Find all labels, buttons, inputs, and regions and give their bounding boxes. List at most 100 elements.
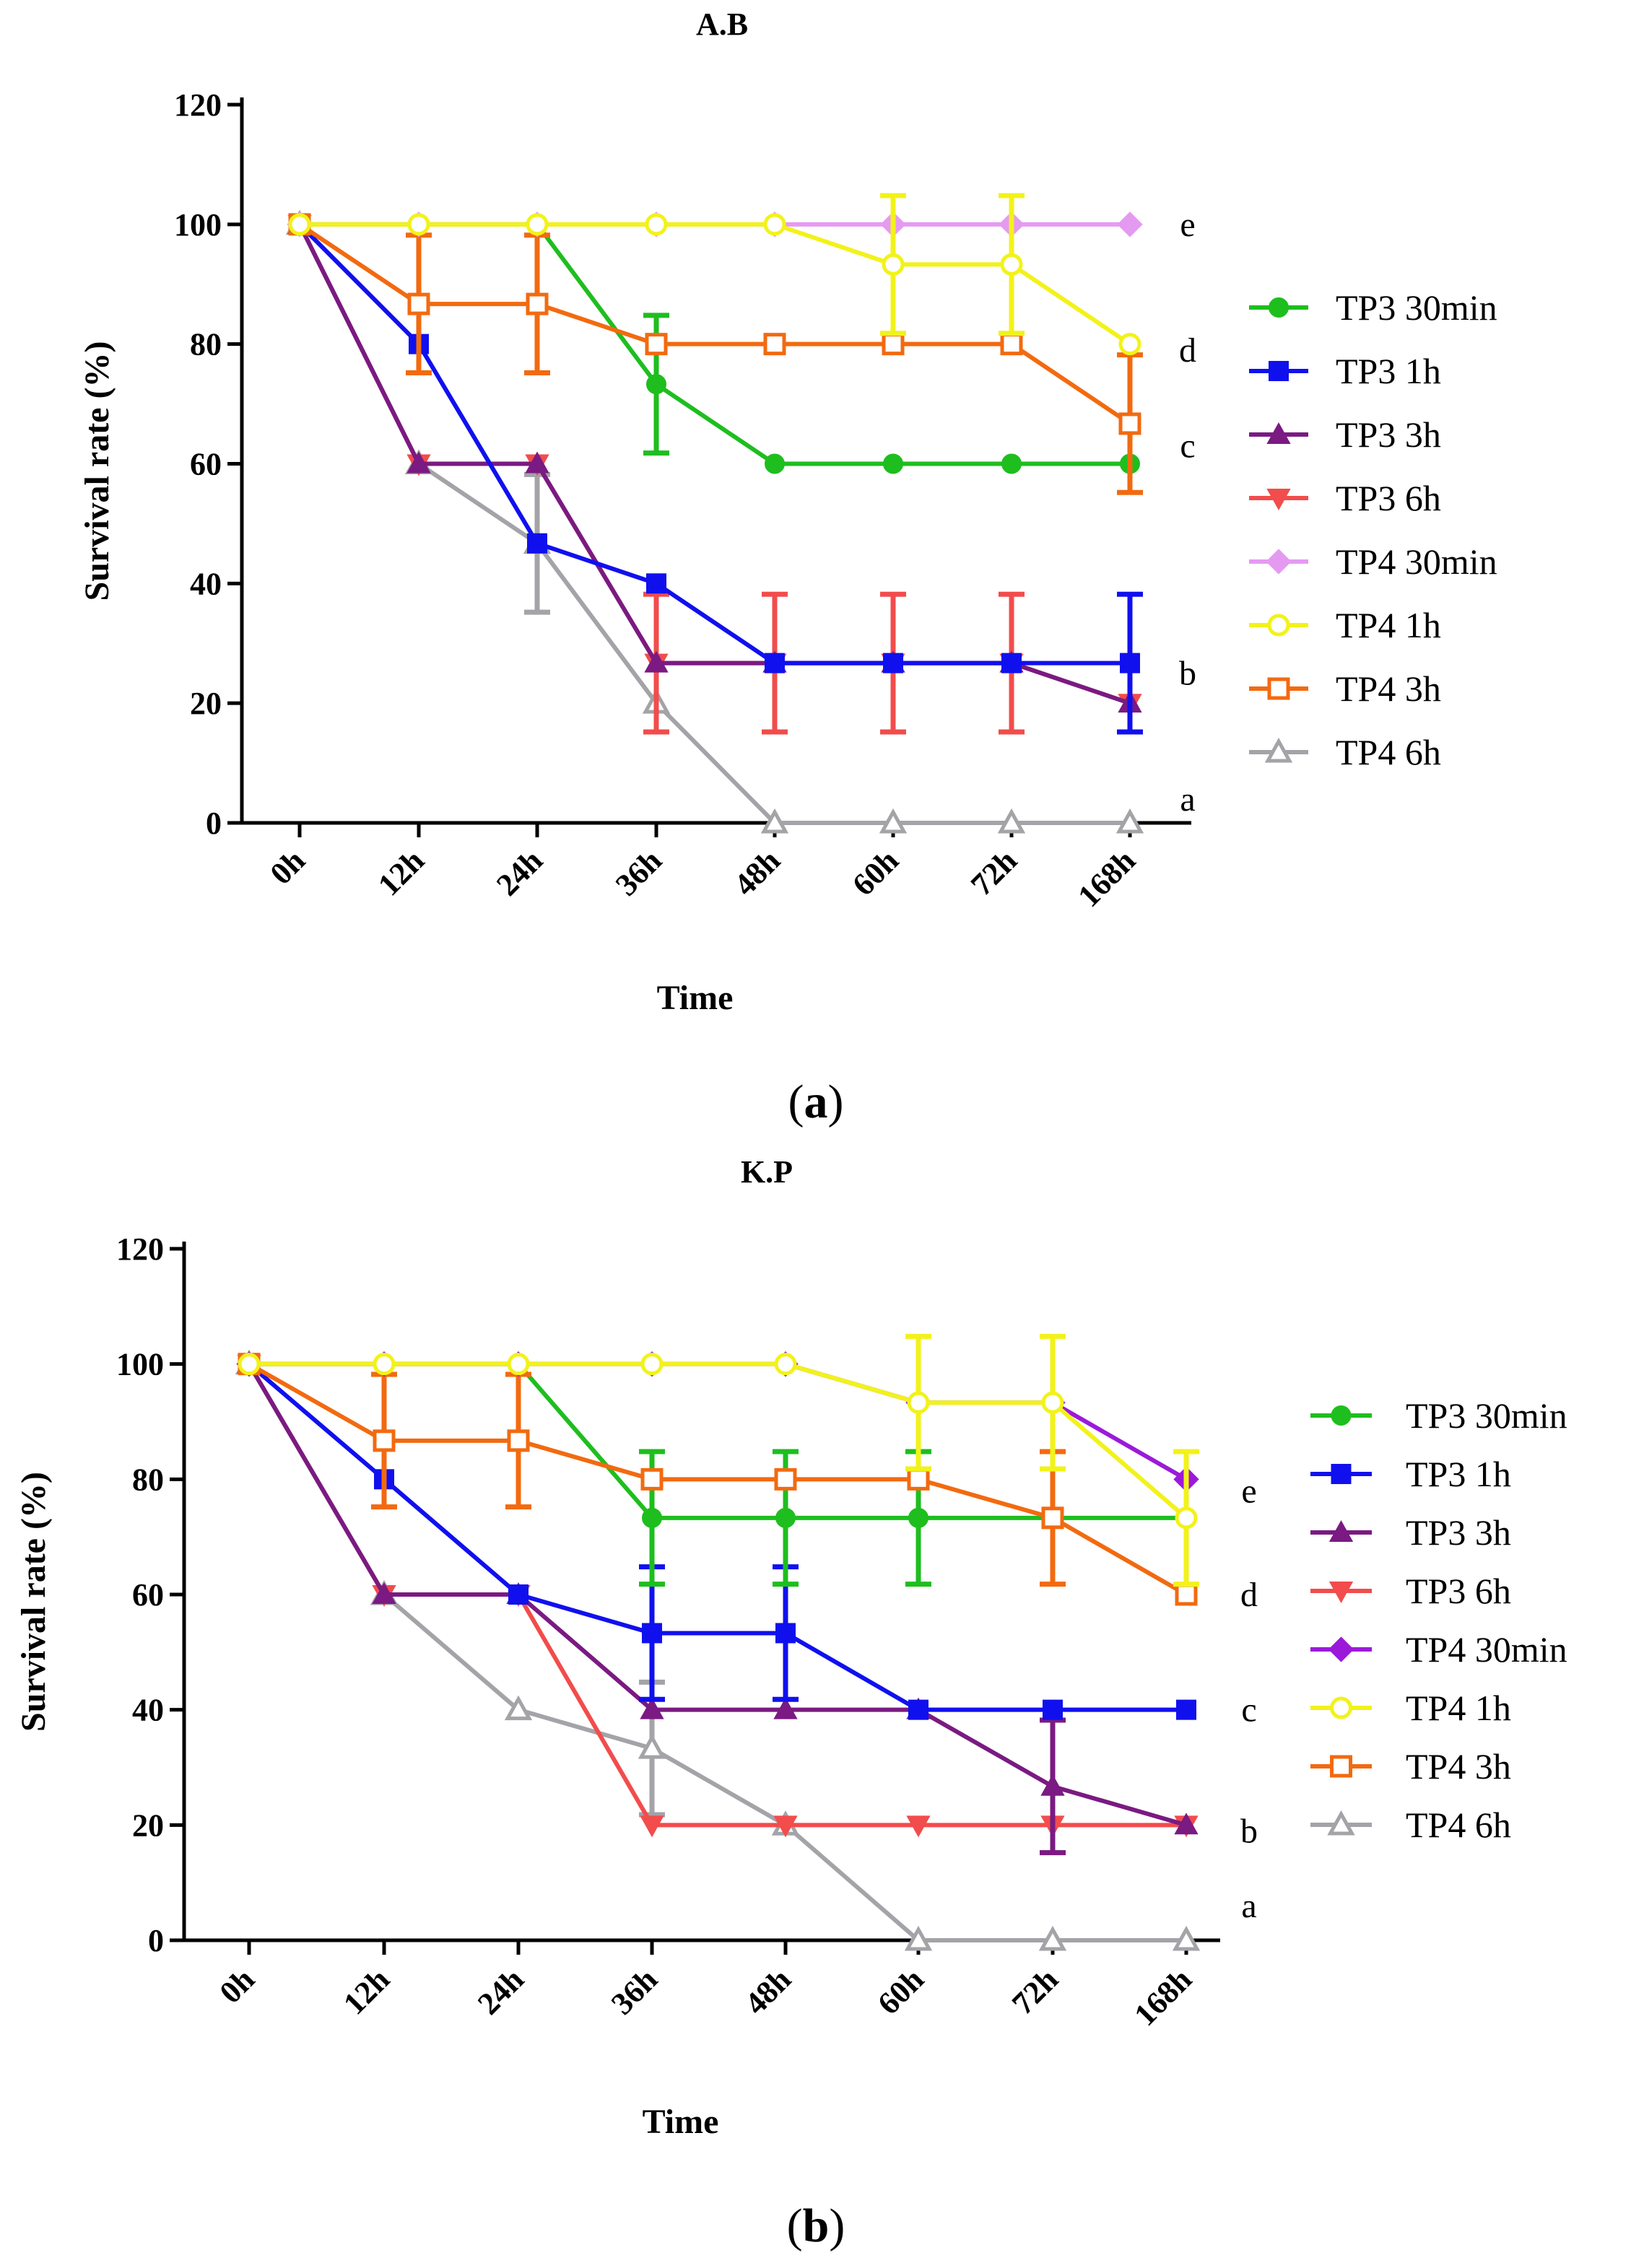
y-tick-label: 120 xyxy=(174,87,222,123)
x-tick-label: 72h xyxy=(964,842,1024,902)
data-point xyxy=(1038,1925,1067,1951)
data-point xyxy=(1175,1506,1198,1530)
data-point xyxy=(773,1815,798,1838)
legend-label: TP3 30min xyxy=(1336,287,1497,328)
x-tick-label: 0h xyxy=(213,1961,262,2010)
legend-item: TP4 1h xyxy=(1310,1688,1511,1728)
legend-item: TP4 1h xyxy=(1249,605,1441,645)
legend-item: TP3 6h xyxy=(1310,1571,1511,1611)
data-point xyxy=(1175,1583,1198,1606)
data-point xyxy=(763,333,786,356)
data-point xyxy=(640,1697,664,1719)
legend-swatch-marker xyxy=(1266,422,1291,444)
data-point xyxy=(763,213,786,236)
legend-label: TP3 6h xyxy=(1336,478,1441,518)
series-tp4-1h xyxy=(288,193,1141,356)
legend-swatch-marker xyxy=(1328,1519,1354,1542)
data-point xyxy=(644,650,669,673)
y-tick-label: 20 xyxy=(132,1807,164,1843)
data-point xyxy=(642,1507,662,1528)
data-point xyxy=(879,808,908,834)
series-tp3-1h xyxy=(290,214,1143,735)
data-point xyxy=(1041,1506,1064,1530)
legend-swatch-marker xyxy=(1330,1696,1352,1719)
data-point xyxy=(526,213,549,236)
data-point xyxy=(638,1734,666,1759)
legend-item: TP4 3h xyxy=(1249,668,1441,709)
legend-label: TP3 1h xyxy=(1406,1454,1511,1494)
legend-swatch-marker xyxy=(1264,737,1293,763)
panel-label: (b) xyxy=(787,2199,845,2252)
x-tick-label: 168h xyxy=(1127,1961,1199,2033)
y-tick-label: 20 xyxy=(190,686,222,721)
data-point xyxy=(773,1697,798,1719)
legend-swatch-marker xyxy=(1269,297,1289,318)
legend-label: TP4 3h xyxy=(1336,668,1441,709)
data-point xyxy=(407,292,430,315)
data-point xyxy=(645,213,668,236)
data-point xyxy=(373,1353,396,1376)
x-tick-label: 36h xyxy=(604,1961,664,2021)
series-tp4-1h xyxy=(238,1333,1199,1587)
significance-letter: b xyxy=(1179,655,1196,693)
legend-swatch-marker xyxy=(1328,1582,1354,1604)
series-tp4-3h xyxy=(238,1353,1198,1606)
data-point xyxy=(1172,1925,1201,1951)
x-tick-label: 168h xyxy=(1071,842,1142,914)
y-tick-label: 100 xyxy=(116,1347,164,1382)
data-point xyxy=(525,451,549,474)
series-line xyxy=(297,223,1130,825)
legend-item: TP3 1h xyxy=(1249,351,1441,391)
y-axis-label: Survival rate (%) xyxy=(14,1472,53,1732)
y-tick-label: 0 xyxy=(148,1923,164,1958)
legend-swatch-marker xyxy=(1269,361,1289,381)
data-point xyxy=(908,1507,928,1528)
data-point xyxy=(904,1925,933,1951)
data-point xyxy=(646,374,666,395)
data-point xyxy=(504,1695,533,1721)
data-point xyxy=(775,1507,796,1528)
data-point xyxy=(1000,253,1023,276)
legend-label: TP4 6h xyxy=(1336,732,1441,772)
x-tick-label: 72h xyxy=(1005,1961,1065,2021)
data-point xyxy=(1001,653,1022,673)
data-point xyxy=(640,1467,664,1491)
legend-swatch-marker xyxy=(1331,1405,1352,1426)
x-axis-label: Time xyxy=(657,979,734,1017)
data-point xyxy=(882,253,905,276)
y-tick-label: 40 xyxy=(190,566,222,601)
y-tick-label: 0 xyxy=(206,806,222,841)
legend-item: TP4 6h xyxy=(1249,732,1441,772)
data-point xyxy=(1115,808,1144,834)
legend-label: TP3 3h xyxy=(1336,414,1441,455)
data-point xyxy=(407,213,430,236)
data-point xyxy=(238,1353,261,1376)
data-point xyxy=(645,333,668,356)
data-point xyxy=(883,653,903,673)
x-tick-label: 24h xyxy=(471,1961,531,2021)
legend-label: TP4 1h xyxy=(1336,605,1441,645)
legend: TP3 30min TP3 1h TP3 3h TP3 6h TP4 30min TP4 … xyxy=(1249,287,1497,772)
data-point xyxy=(1001,453,1022,474)
data-point xyxy=(1043,1699,1063,1720)
series-line xyxy=(247,1363,1187,1828)
legend-label: TP4 1h xyxy=(1406,1688,1511,1728)
data-point xyxy=(1118,333,1141,356)
legend-item: TP3 3h xyxy=(1249,414,1441,455)
significance-letter: d xyxy=(1179,331,1196,370)
legend-swatch-marker xyxy=(1266,549,1292,575)
data-point xyxy=(908,1699,928,1720)
legend-label: TP3 3h xyxy=(1406,1512,1511,1553)
x-tick-label: 36h xyxy=(609,842,669,902)
chart-title: K.P xyxy=(741,1154,793,1190)
series-line xyxy=(248,1362,1186,1712)
legend-swatch-marker xyxy=(1267,614,1290,637)
significance-letter: e xyxy=(1241,1472,1256,1510)
legend-swatch-marker xyxy=(1331,1464,1352,1484)
series-line xyxy=(249,1361,1188,1520)
data-point xyxy=(765,453,785,474)
x-tick-label: 12h xyxy=(336,1961,396,2021)
x-tick-label: 0h xyxy=(264,842,313,891)
legend-item: TP4 30min xyxy=(1310,1629,1567,1670)
legend-swatch-marker xyxy=(1327,1810,1355,1836)
